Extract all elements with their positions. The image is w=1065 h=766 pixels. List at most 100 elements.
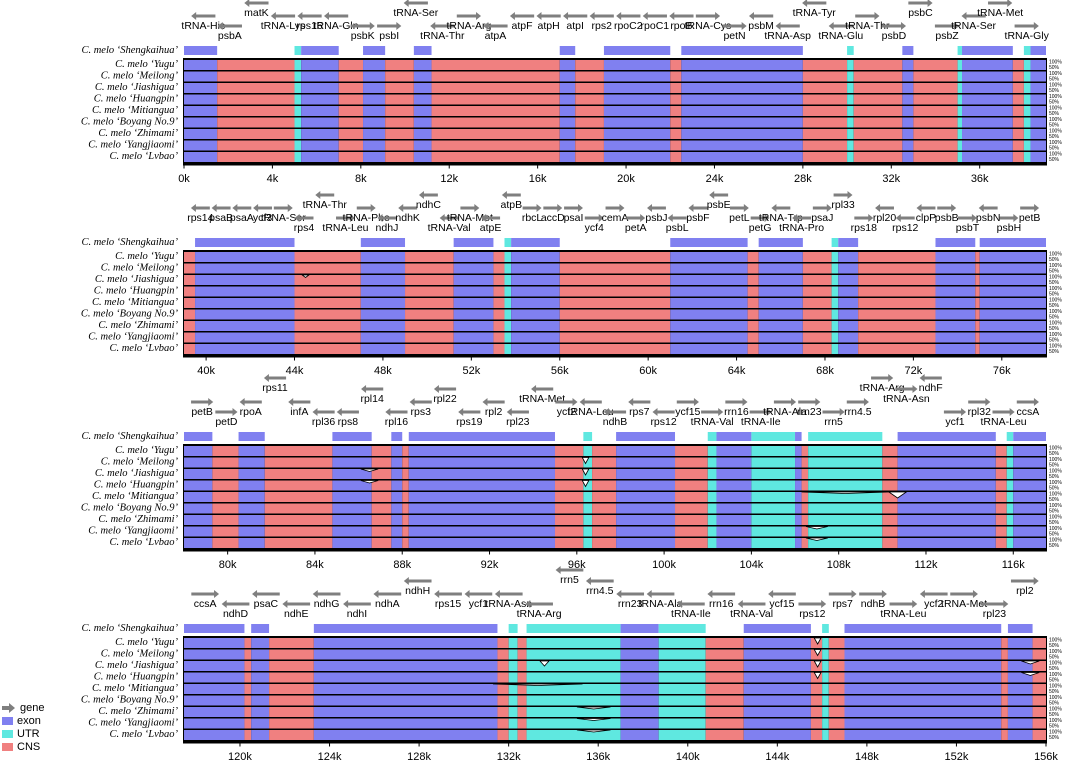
identity-track-block	[808, 480, 883, 491]
identity-track-block	[391, 480, 403, 491]
sequence-label: C. melo ‘Meilong’	[101, 649, 179, 660]
identity-track-block	[1013, 446, 1046, 456]
gene-arrow	[190, 204, 210, 212]
tick-label: 16k	[529, 173, 547, 185]
gene-arrow	[688, 204, 708, 212]
identity-track-block	[184, 515, 213, 525]
gene-arrow	[191, 12, 216, 20]
percent-label: 50%	[1049, 257, 1060, 263]
identity-track-block	[575, 60, 604, 70]
gene-arrow	[294, 214, 314, 222]
gene-arrow	[626, 214, 646, 222]
gene-arrow	[456, 12, 482, 20]
reference-annotation-block	[707, 432, 717, 441]
gene-arrow	[481, 214, 501, 222]
identity-track-block	[511, 263, 560, 274]
identity-track-block	[747, 298, 759, 308]
identity-track-block	[808, 446, 883, 456]
identity-track-block	[1007, 649, 1033, 660]
identity-track-block	[195, 332, 295, 343]
identity-track-block	[508, 707, 518, 717]
gene-arrow	[846, 398, 869, 406]
gene-arrow	[854, 214, 874, 222]
sequence-label: C. melo ‘Jiashigua’	[95, 274, 179, 285]
gene-label: tRNA-Met	[941, 598, 987, 610]
identity-track-block	[554, 503, 584, 514]
identity-track-block	[801, 446, 809, 456]
identity-track-block	[251, 730, 270, 740]
identity-track-block	[264, 480, 333, 491]
tick-label: 72k	[905, 365, 923, 377]
sequence-label: C. melo ‘Huangpin’	[94, 94, 179, 105]
identity-track-block	[658, 707, 706, 717]
identity-track-block	[747, 309, 759, 320]
identity-track-block	[707, 515, 717, 525]
identity-track-block	[1030, 83, 1046, 93]
identity-track-block	[1030, 106, 1046, 116]
gene-arrow	[483, 22, 508, 30]
percent-label: 50%	[1049, 532, 1060, 538]
identity-track-block	[405, 298, 454, 308]
identity-track-block	[802, 94, 848, 105]
identity-track-block	[831, 344, 839, 354]
identity-track-block	[747, 252, 759, 262]
gene-label: ndhH	[405, 585, 430, 597]
identity-track-block	[844, 684, 1002, 694]
tick-label: 24k	[706, 173, 724, 185]
identity-track-block	[1032, 638, 1046, 648]
identity-track-block	[603, 60, 671, 70]
tick-label: 108k	[827, 559, 851, 571]
percent-label: 50%	[1049, 338, 1060, 344]
identity-track-block	[913, 83, 958, 93]
sequence-label: C. melo ‘Huangpin’	[94, 672, 179, 683]
identity-track-block	[1001, 730, 1008, 740]
percent-label: 50%	[1049, 326, 1060, 332]
panel-1: C. melo ‘Shengkaihua’C. melo ‘Yugu’C. me…	[81, 0, 1062, 185]
identity-track-block	[592, 503, 617, 514]
identity-track-block	[795, 480, 802, 491]
identity-track-block	[838, 321, 859, 331]
identity-track-block	[707, 457, 717, 468]
identity-track-block	[962, 152, 1013, 162]
reference-annotation-block	[897, 432, 996, 441]
identity-track-block	[1023, 71, 1031, 82]
identity-track-block	[831, 286, 839, 297]
gene-arrow	[980, 600, 1009, 608]
identity-track-block	[802, 252, 832, 262]
identity-track-block	[391, 457, 403, 468]
identity-track-block	[957, 94, 963, 105]
identity-track-block	[616, 538, 676, 548]
identity-track-block	[1030, 71, 1046, 82]
gene-label: rps16	[296, 20, 322, 32]
identity-track-block	[995, 480, 1007, 491]
identity-track-block	[184, 730, 245, 740]
identity-track-block	[913, 140, 958, 151]
gene-label: tRNA-Cys	[685, 20, 732, 32]
identity-track-block	[264, 515, 333, 525]
gene-arrow	[828, 590, 857, 598]
gene-label: rpl16	[385, 416, 409, 428]
low-identity-dip	[1021, 672, 1040, 676]
sequence-label: C. melo ‘Mitiangua’	[92, 491, 179, 502]
identity-track-block	[217, 140, 295, 151]
low-identity-dip	[576, 729, 611, 733]
gene-label: psbI	[379, 30, 399, 42]
identity-track-block	[184, 298, 196, 308]
identity-track-block	[385, 60, 414, 70]
identity-track-block	[882, 492, 898, 502]
percent-label: 100%	[1049, 538, 1062, 544]
identity-track-block	[1032, 684, 1046, 694]
tick-label: 104k	[739, 559, 763, 571]
percent-label: 50%	[1049, 146, 1060, 152]
identity-track-block	[831, 263, 839, 274]
identity-track-block	[810, 638, 823, 648]
identity-track-block	[658, 695, 706, 706]
gene-label: infA	[290, 406, 308, 418]
identity-track-block	[670, 71, 682, 82]
identity-track-block	[747, 275, 759, 285]
identity-track-block	[363, 129, 386, 139]
identity-track-block	[511, 321, 560, 331]
identity-track-block	[517, 649, 527, 660]
identity-track-block	[670, 286, 748, 297]
identity-track-block	[1030, 152, 1046, 162]
